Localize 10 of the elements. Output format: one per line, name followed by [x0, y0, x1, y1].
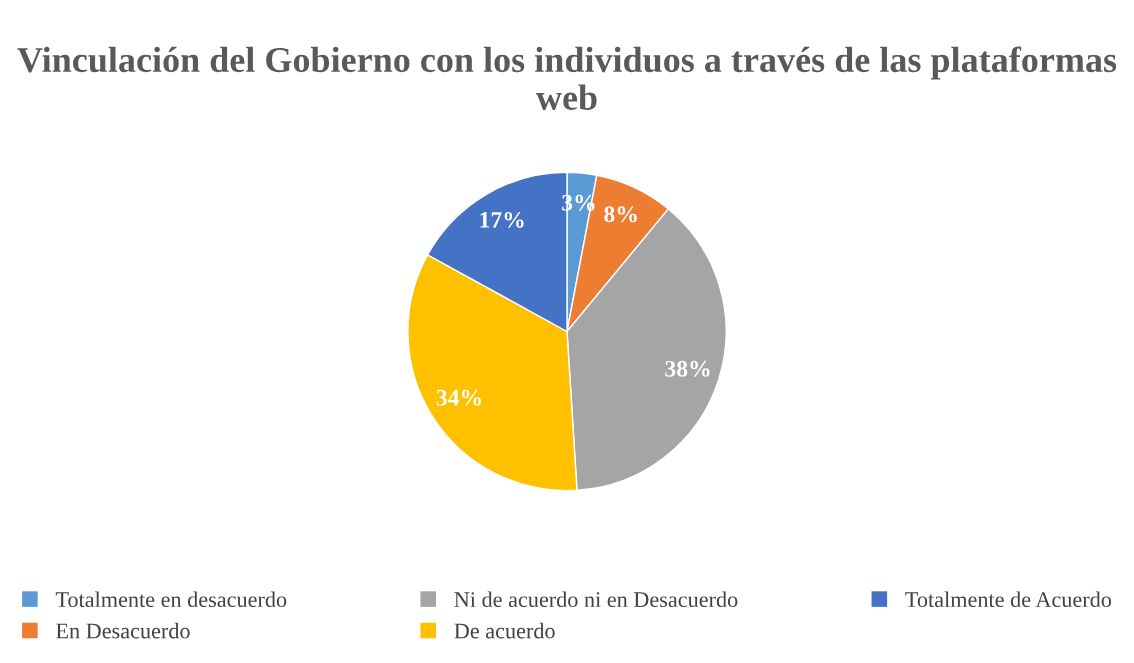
legend-label: Totalmente de Acuerdo — [905, 591, 1112, 608]
chart-title: Vinculación del Gobierno con los individuos a través de las plataformas web — [17, 46, 1117, 110]
legend-label: En Desacuerdo — [56, 622, 190, 639]
data-label: 8% — [604, 206, 637, 223]
data-label: 38% — [665, 360, 710, 377]
legend-label: De acuerdo — [454, 622, 555, 639]
data-label: 17% — [480, 211, 524, 228]
legend-label: Totalmente en desacuerdo — [55, 591, 287, 608]
data-label: 34% — [436, 389, 481, 406]
legend-label: Ni de acuerdo ni en Desacuerdo — [454, 591, 738, 608]
